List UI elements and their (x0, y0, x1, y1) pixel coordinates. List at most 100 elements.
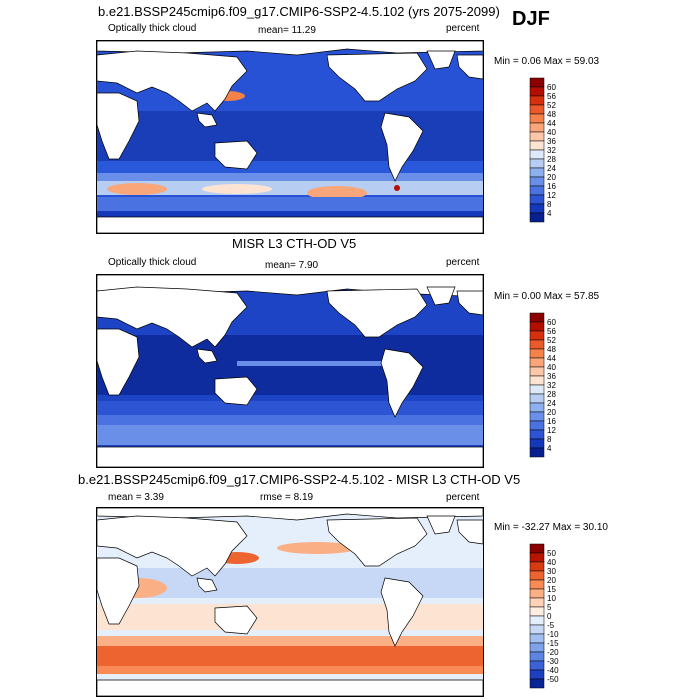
colorbar-tick-label: 8 (547, 200, 552, 209)
colorbar-tick-label: 16 (547, 182, 556, 191)
colorbar-swatch (529, 384, 545, 395)
colorbar-swatch (529, 429, 545, 440)
colorbar-tick-label: 8 (547, 435, 552, 444)
colorbar-tick-label: 12 (547, 426, 556, 435)
colorbar-swatch (529, 366, 545, 377)
colorbar-swatch (529, 203, 545, 214)
colorbar-swatch (529, 77, 545, 88)
field-label: Optically thick cloud (108, 257, 197, 268)
colorbar-swatch (529, 330, 545, 341)
colorbar-tick-label: 40 (547, 128, 556, 137)
colorbar-tick-label: 0 (547, 612, 552, 621)
colorbar-swatch (529, 579, 545, 590)
colorbar-tick-label: -50 (547, 675, 559, 684)
colorbar-swatch (529, 633, 545, 644)
map-panel-obs (96, 274, 484, 468)
colorbar-swatch (529, 669, 545, 680)
colorbar-swatch (529, 212, 545, 223)
colorbar-tick-label: 56 (547, 92, 556, 101)
season-label: DJF (512, 8, 550, 30)
colorbar-tick-label: 48 (547, 110, 556, 119)
units-label: percent (446, 23, 480, 34)
colorbar-swatch (529, 420, 545, 431)
colorbar-tick-label: 4 (547, 209, 552, 218)
colorbar-tick-label: 52 (547, 101, 556, 110)
colorbar-swatch (529, 149, 545, 160)
colorbar-swatch (529, 113, 545, 124)
colorbar-swatch (529, 561, 545, 572)
colorbar-swatch (529, 339, 545, 350)
colorbar-swatch (529, 375, 545, 386)
colorbar-tick-label: -40 (547, 666, 559, 675)
colorbar-model: 60 56 52 48 44 40 36 32 28 24 20 16 12 8 4 (529, 77, 590, 224)
panel-title: MISR L3 CTH-OD V5 (232, 236, 357, 251)
colorbar-swatch (529, 615, 545, 626)
colorbar-swatch (529, 167, 545, 178)
colorbar-tick-label: 20 (547, 576, 556, 585)
colorbar-swatch (529, 402, 545, 413)
colorbar-tick-label: 48 (547, 345, 556, 354)
colorbar-tick-label: 56 (547, 327, 556, 336)
colorbar-tick-label: 5 (547, 603, 552, 612)
colorbar-tick-label: -20 (547, 648, 559, 657)
colorbar-tick-label: -5 (547, 621, 555, 630)
colorbar-tick-label: 50 (547, 549, 556, 558)
colorbar-tick-label: 44 (547, 119, 556, 128)
colorbar-swatch (529, 597, 545, 608)
map-panel-model (96, 40, 484, 234)
colorbar-swatch (529, 348, 545, 359)
colorbar-swatch (529, 447, 545, 458)
minmax-label: Min = -32.27 Max = 30.10 (494, 522, 608, 533)
mean-label: mean= 11.29 (258, 25, 316, 36)
colorbar-swatch (529, 194, 545, 205)
units-label: percent (446, 492, 480, 503)
colorbar-swatch (529, 312, 545, 323)
panel-title: b.e21.BSSP245cmip6.f09_g17.CMIP6-SSP2-4.… (98, 4, 500, 19)
colorbar-swatch (529, 438, 545, 449)
colorbar-tick-label: 28 (547, 155, 556, 164)
map-panel-diff (96, 507, 484, 697)
colorbar-swatch (529, 122, 545, 133)
colorbar-swatch (529, 642, 545, 653)
panel-title: b.e21.BSSP245cmip6.f09_g17.CMIP6-SSP2-4.… (78, 472, 521, 487)
colorbar-swatch (529, 357, 545, 368)
minmax-label: Min = 0.06 Max = 59.03 (494, 56, 600, 67)
minmax-label: Min = 0.00 Max = 57.85 (494, 291, 600, 302)
colorbar-tick-label: 36 (547, 137, 556, 146)
colorbar-tick-label: 20 (547, 408, 556, 417)
colorbar-tick-label: 32 (547, 381, 556, 390)
world-map (97, 275, 483, 467)
colorbar-tick-label: 28 (547, 390, 556, 399)
colorbar-tick-label: 40 (547, 363, 556, 372)
world-map (97, 41, 483, 233)
colorbar-tick-label: 40 (547, 558, 556, 567)
colorbar-tick-label: 12 (547, 191, 556, 200)
colorbar-swatch (529, 570, 545, 581)
colorbar-tick-label: 44 (547, 354, 556, 363)
colorbar-swatch (529, 158, 545, 169)
colorbar-swatch (529, 176, 545, 187)
colorbar-tick-label: -10 (547, 630, 559, 639)
colorbar-swatch (529, 321, 545, 332)
colorbar-swatch (529, 185, 545, 196)
colorbar-tick-label: 10 (547, 594, 556, 603)
colorbar-tick-label: 52 (547, 336, 556, 345)
colorbar-tick-label: 32 (547, 146, 556, 155)
colorbar-tick-label: 24 (547, 164, 556, 173)
colorbar-swatch (529, 651, 545, 662)
colorbar-tick-label: -30 (547, 657, 559, 666)
colorbar-swatch (529, 543, 545, 554)
mean-label: mean = 3.39 (108, 492, 164, 503)
colorbar-tick-label: 16 (547, 417, 556, 426)
colorbar-swatch (529, 131, 545, 142)
colorbar-swatch (529, 104, 545, 115)
colorbar-tick-label: 60 (547, 318, 556, 327)
colorbar-swatch (529, 588, 545, 599)
colorbar-tick-label: -15 (547, 639, 559, 648)
colorbar-tick-label: 20 (547, 173, 556, 182)
colorbar-tick-label: 24 (547, 399, 556, 408)
colorbar-obs: 60 56 52 48 44 40 36 32 28 24 20 16 12 8 4 (529, 312, 590, 459)
